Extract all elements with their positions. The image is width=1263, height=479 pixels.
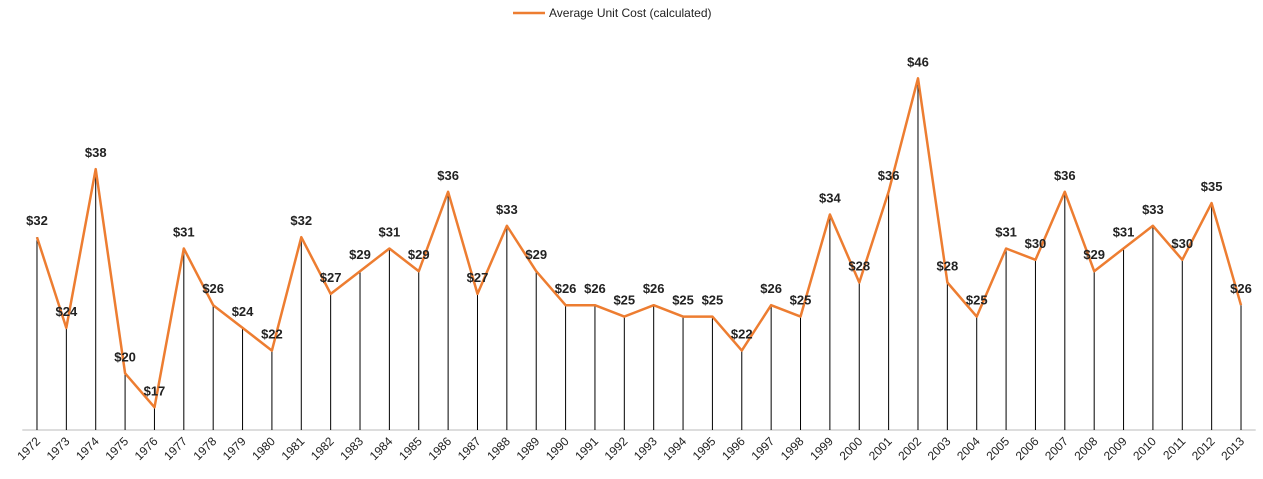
- value-label: $31: [379, 225, 401, 240]
- x-tick-label: 2002: [895, 434, 924, 463]
- x-tick-label: 1993: [631, 434, 660, 463]
- value-label: $38: [85, 145, 107, 160]
- x-tick-label: 1984: [367, 434, 396, 463]
- x-tick-label: 1996: [719, 434, 748, 463]
- value-label: $24: [55, 304, 77, 319]
- legend-label: Average Unit Cost (calculated): [549, 6, 712, 20]
- value-label: $29: [1083, 247, 1105, 262]
- value-label: $36: [1054, 168, 1076, 183]
- x-tick-label: 2013: [1218, 434, 1247, 463]
- x-tick-label: 2011: [1160, 434, 1188, 462]
- value-label: $26: [643, 281, 665, 296]
- x-tick-label: 1989: [514, 434, 543, 463]
- value-label: $31: [995, 225, 1017, 240]
- value-label: $26: [760, 281, 782, 296]
- x-tick-label: 1994: [660, 434, 689, 463]
- value-label: $29: [349, 247, 371, 262]
- value-label: $25: [790, 293, 812, 308]
- x-tick-label: 1997: [748, 434, 777, 463]
- value-label: $26: [1230, 281, 1252, 296]
- x-tick-label: 1992: [602, 434, 631, 463]
- x-tick-label: 1988: [484, 434, 513, 463]
- value-label: $32: [290, 213, 312, 228]
- value-label: $33: [1142, 202, 1164, 217]
- x-tick-label: 2006: [1013, 434, 1042, 463]
- x-tick-label: 2007: [1042, 434, 1071, 463]
- x-tick-label: 1998: [778, 434, 807, 463]
- x-tick-label: 1976: [132, 434, 161, 463]
- x-tick-label: 1981: [279, 434, 308, 463]
- x-tick-label: 1975: [102, 434, 131, 463]
- value-label: $27: [467, 270, 489, 285]
- x-tick-label: 1978: [191, 434, 220, 463]
- x-tick-label: 1985: [396, 434, 425, 463]
- x-tick-label: 1990: [543, 434, 572, 463]
- value-label: $35: [1201, 179, 1223, 194]
- value-label: $28: [936, 259, 958, 274]
- x-tick-label: 2005: [983, 434, 1012, 463]
- x-tick-label: 2008: [1072, 434, 1101, 463]
- line: [35, 77, 1243, 409]
- x-tick-label: 1979: [220, 434, 249, 463]
- x-tick-label: 2004: [954, 434, 983, 463]
- x-tick-label: 2003: [925, 434, 954, 463]
- x-tick-label: 1991: [572, 434, 601, 463]
- x-tick-label: 1974: [73, 434, 102, 463]
- value-label: $22: [731, 327, 753, 342]
- value-label: $31: [1113, 225, 1135, 240]
- value-label: $25: [672, 293, 694, 308]
- value-label: $46: [907, 54, 929, 69]
- value-label: $30: [1025, 236, 1047, 251]
- x-tick-label: 1987: [455, 434, 484, 463]
- x-tick-label: 2012: [1189, 434, 1218, 463]
- value-label: $36: [878, 168, 900, 183]
- value-label: $30: [1171, 236, 1193, 251]
- value-label: $20: [114, 349, 136, 364]
- value-label: $26: [555, 281, 577, 296]
- value-label: $25: [966, 293, 988, 308]
- x-tick-label: 1995: [690, 434, 719, 463]
- x-tick-label: 1977: [161, 434, 190, 463]
- value-label: $22: [261, 327, 283, 342]
- value-label: $32: [26, 213, 48, 228]
- value-label: $26: [202, 281, 224, 296]
- x-tick-label: 2009: [1101, 434, 1130, 463]
- x-tick-label: 1999: [807, 434, 836, 463]
- value-label: $36: [437, 168, 459, 183]
- value-label: $27: [320, 270, 342, 285]
- value-label: $29: [408, 247, 430, 262]
- value-label: $17: [144, 383, 166, 398]
- x-tick-label: 2001: [866, 434, 895, 463]
- x-tick-label: 1986: [425, 434, 454, 463]
- x-tick-label: 1972: [14, 434, 43, 463]
- value-label: $34: [819, 190, 841, 205]
- x-tick-label: 2010: [1130, 434, 1159, 463]
- value-label: $29: [525, 247, 547, 262]
- value-label: $33: [496, 202, 518, 217]
- value-label: $26: [584, 281, 606, 296]
- x-tick-label: 1973: [44, 434, 73, 463]
- x-tick-label: 1983: [337, 434, 366, 463]
- value-label: $25: [702, 293, 724, 308]
- x-tick-label: 2000: [837, 434, 866, 463]
- x-tick-label: 1980: [249, 434, 278, 463]
- value-label: $31: [173, 225, 195, 240]
- x-tick-label: 1982: [308, 434, 337, 463]
- value-label: $25: [613, 293, 635, 308]
- value-label: $24: [232, 304, 254, 319]
- value-label: $28: [848, 259, 870, 274]
